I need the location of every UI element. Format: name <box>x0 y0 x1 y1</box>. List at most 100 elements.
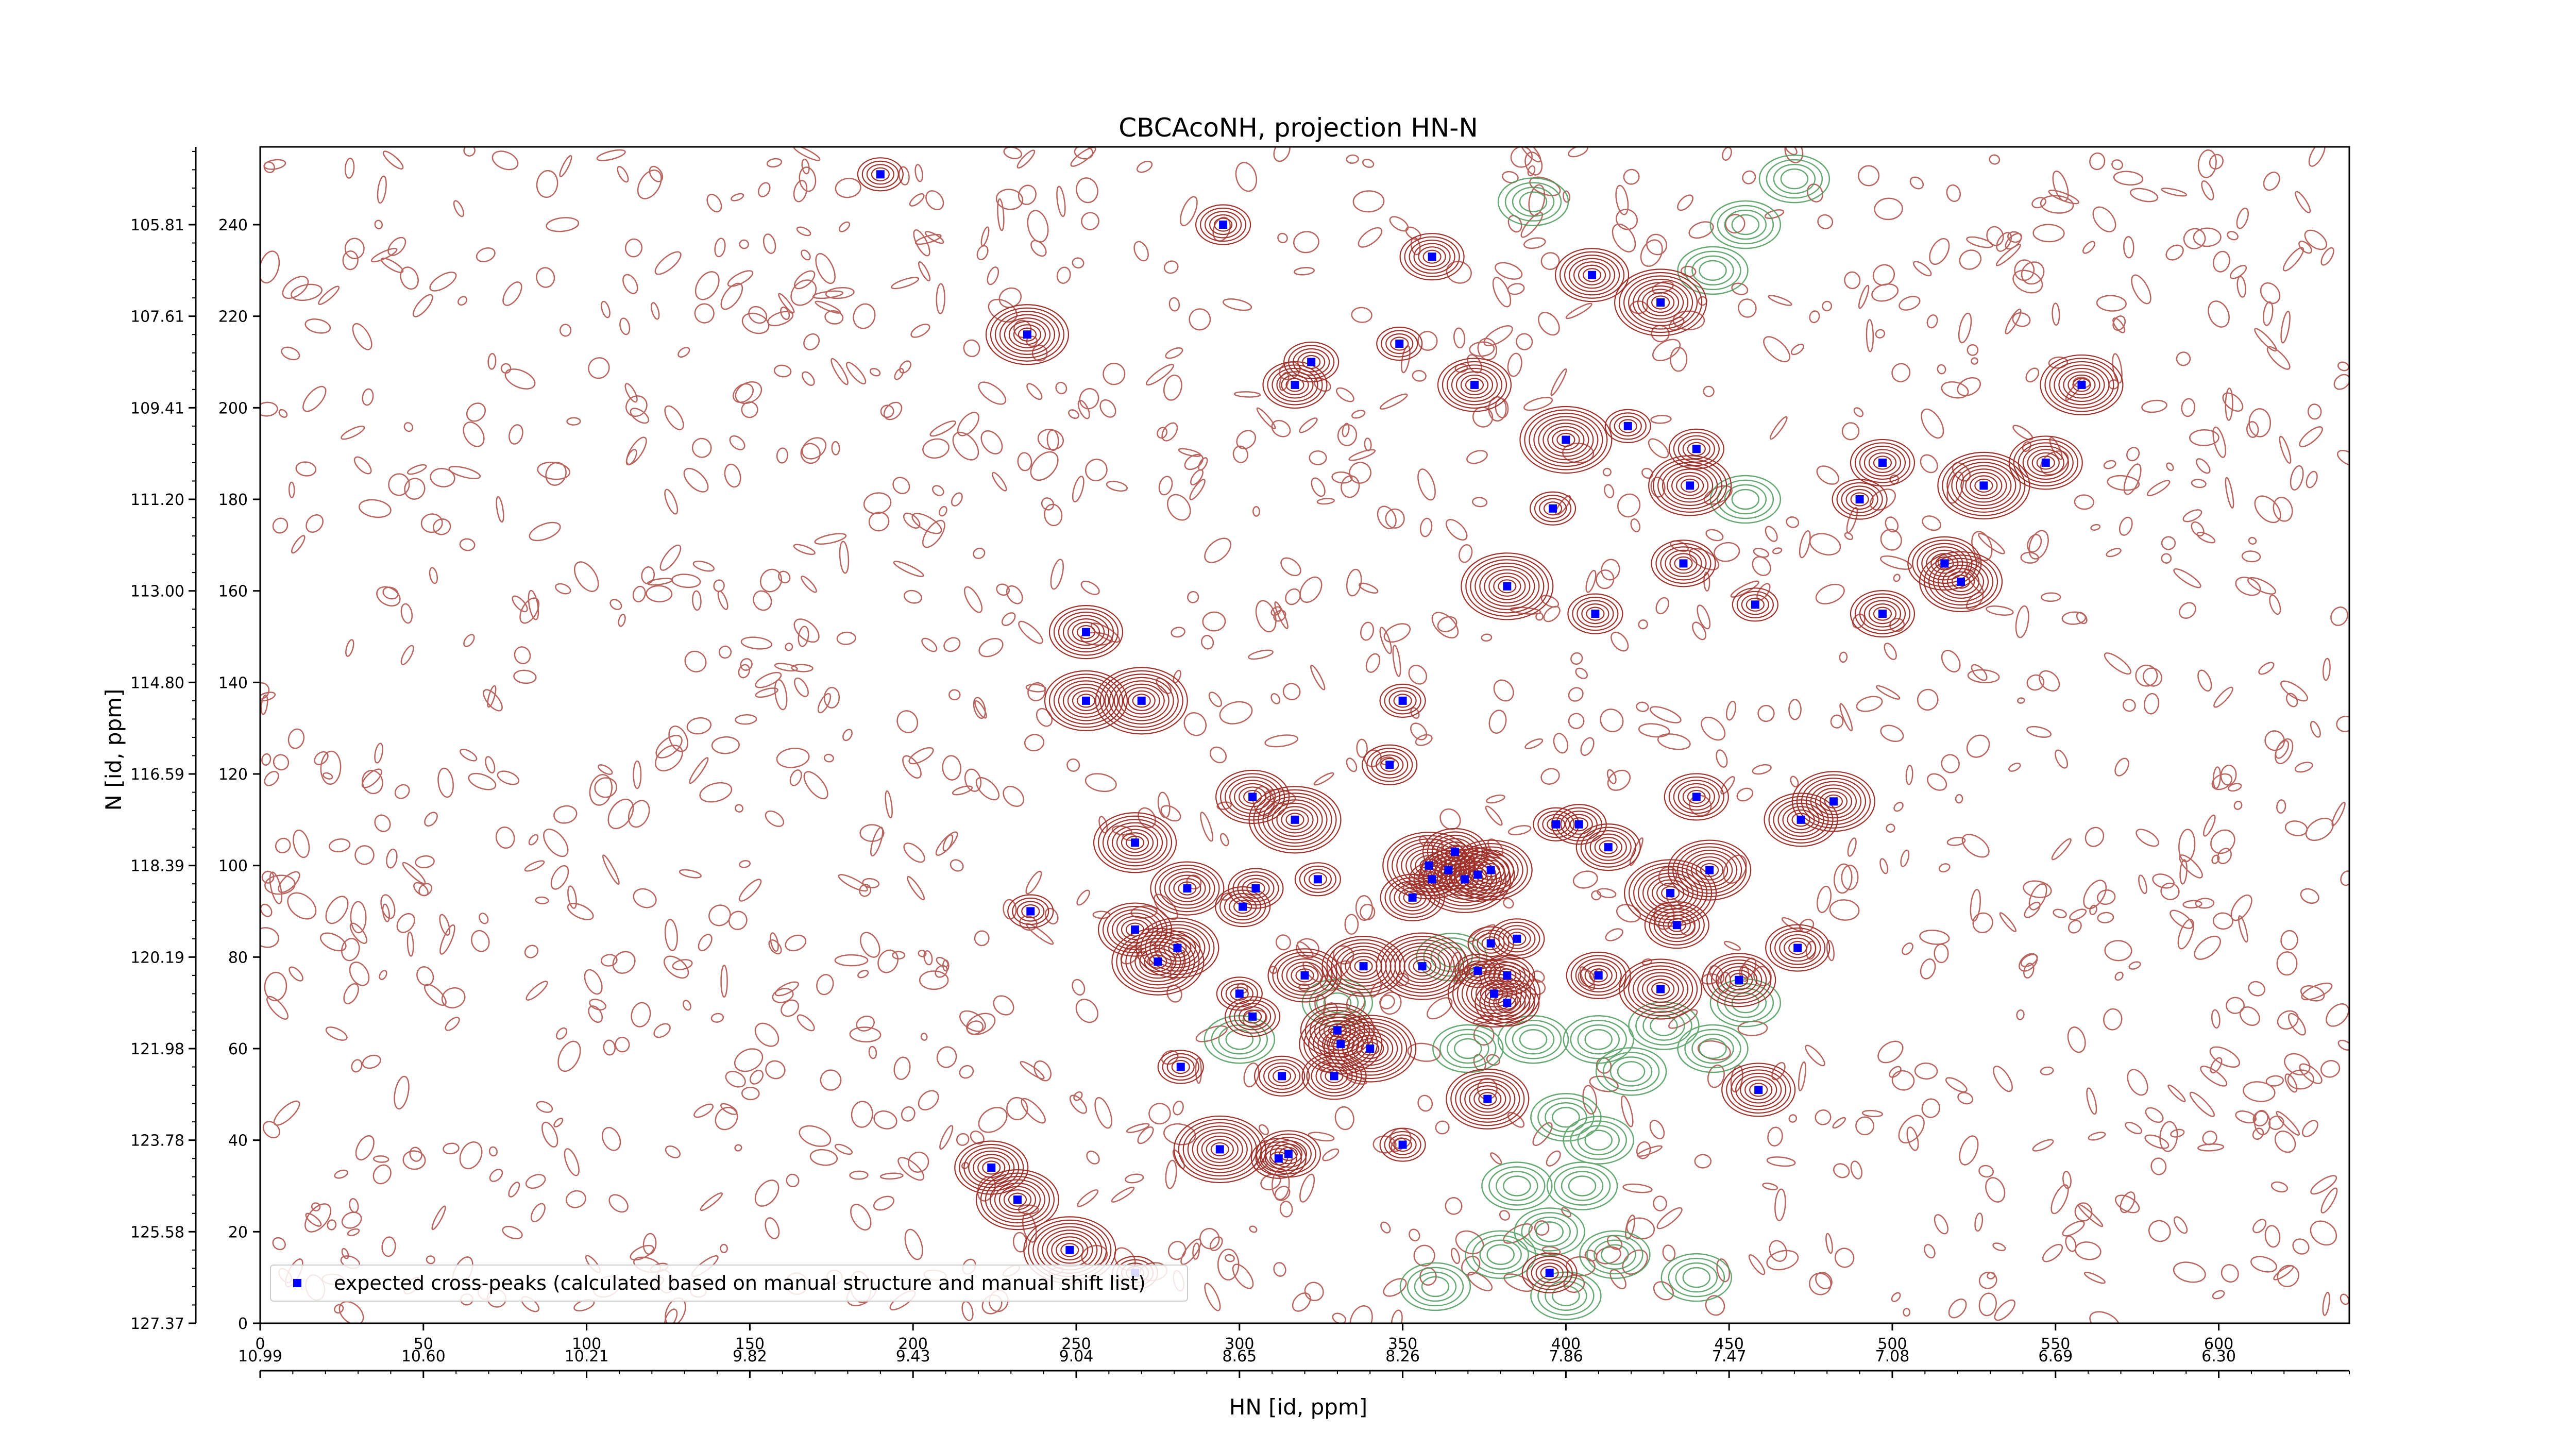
x-ppm-tick-label: 10.99 <box>238 1347 282 1366</box>
y-axis-index: 0 20 40 60 80 100 120 140 160 180 200 220 240 <box>218 216 260 1333</box>
y-index-tick-label: 80 <box>228 949 248 967</box>
cross-peak-point <box>1239 902 1247 911</box>
cross-peak-point <box>1408 893 1417 902</box>
cross-peak-point <box>1278 1072 1286 1081</box>
y-ppm-tick-label: 105.81 <box>130 216 184 234</box>
y-ppm-tick-label: 120.19 <box>130 949 184 967</box>
x-ppm-tick-label: 8.65 <box>1222 1347 1257 1366</box>
cross-peak-point <box>1173 943 1182 952</box>
cross-peak-point <box>1300 971 1309 980</box>
x-index-tick-label: 50 <box>414 1335 433 1353</box>
cross-peak-point <box>1336 1040 1345 1049</box>
y-axis-ppm: 127.37 125.58 123.78 121.98 120.19 118.39 116.… <box>130 147 197 1333</box>
cross-peak-point <box>1705 866 1714 874</box>
cross-peak-point <box>1588 271 1597 279</box>
cross-peak-point <box>1425 861 1433 870</box>
y-index-tick-label: 20 <box>228 1223 248 1241</box>
cross-peak-point <box>1131 838 1140 847</box>
y-index-tick-label: 100 <box>218 857 248 875</box>
contour-layer <box>260 147 2349 1323</box>
cross-peak-point <box>1023 330 1031 339</box>
cross-peak-point <box>1692 445 1701 453</box>
legend-label: expected cross-peaks (calculated based o… <box>334 1272 1146 1294</box>
x-axis-ppm: 10.99 10.60 10.21 9.82 9.43 9.04 8.65 8.26 7.86 7… <box>238 1347 2350 1378</box>
y-index-tick-label: 220 <box>218 308 248 326</box>
cross-peak-point <box>1656 985 1665 993</box>
cross-peak-point <box>1503 971 1512 980</box>
cross-peak-point <box>1359 962 1368 971</box>
x-index-tick-label: 550 <box>2041 1335 2070 1353</box>
x-ppm-tick-label: 10.21 <box>565 1347 609 1366</box>
cross-peak-point <box>1829 797 1838 806</box>
cross-peak-point <box>1672 921 1681 930</box>
cross-peak-point <box>1513 934 1521 943</box>
cross-peak-point <box>1366 1044 1375 1053</box>
x-ppm-tick-label: 9.43 <box>896 1347 930 1366</box>
cross-peak-point <box>1473 870 1482 879</box>
cross-peak-point <box>1154 957 1162 966</box>
y-index-tick-label: 160 <box>218 583 248 601</box>
cross-peak-point <box>1473 966 1482 975</box>
cross-peak-point <box>1679 559 1688 568</box>
x-ppm-tick-label: 7.86 <box>1549 1347 1583 1366</box>
x-ppm-tick-label: 7.47 <box>1712 1347 1747 1366</box>
y-index-tick-label: 240 <box>218 216 248 234</box>
x-index-tick-label: 300 <box>1225 1335 1254 1353</box>
cross-peak-point <box>1574 820 1583 829</box>
y-ppm-tick-label: 113.00 <box>130 583 184 601</box>
cross-peak-point <box>1081 628 1090 636</box>
x-index-tick-label: 450 <box>1715 1335 1744 1353</box>
cross-peak-point <box>1754 1085 1763 1094</box>
peak-contours <box>857 157 2124 1293</box>
cross-peak-point <box>987 1163 996 1172</box>
x-index-tick-label: 600 <box>2204 1335 2233 1353</box>
x-index-tick-label: 250 <box>1061 1335 1091 1353</box>
cross-peak-point <box>1552 820 1561 829</box>
cross-peak-point <box>1957 577 1965 586</box>
cross-peak-point <box>1313 875 1322 884</box>
x-ppm-tick-label: 10.60 <box>401 1347 446 1366</box>
cross-peak-point <box>1333 1026 1342 1035</box>
cross-peak-point <box>1594 971 1603 980</box>
cross-peak-point <box>1385 761 1394 769</box>
x-index-tick-label: 100 <box>572 1335 601 1353</box>
y-ppm-tick-label: 127.37 <box>130 1315 184 1333</box>
y-ppm-tick-label: 109.41 <box>130 399 184 417</box>
cross-peak-point <box>1251 884 1260 893</box>
x-ppm-tick-label: 8.26 <box>1385 1347 1420 1366</box>
y-ppm-tick-label: 114.80 <box>130 674 184 692</box>
cross-peak-point <box>1081 696 1090 705</box>
cross-peak-point <box>1395 339 1404 348</box>
y-index-tick-label: 40 <box>228 1132 248 1150</box>
cross-peak-point <box>1604 843 1613 852</box>
x-index-tick-label: 350 <box>1388 1335 1417 1353</box>
y-ppm-tick-label: 121.98 <box>130 1040 184 1058</box>
cross-peak-point <box>1330 1072 1338 1081</box>
cross-peak-point <box>1065 1245 1074 1254</box>
y-index-tick-label: 60 <box>228 1040 248 1058</box>
cross-peak-point <box>1307 358 1316 366</box>
cross-peak-markers <box>876 170 2086 1277</box>
cross-peak-point <box>1489 989 1498 998</box>
cross-peak-point <box>1235 989 1244 998</box>
y-ppm-tick-label: 123.78 <box>130 1132 184 1150</box>
cross-peak-point <box>1483 1094 1492 1103</box>
cross-peak-point <box>1591 610 1600 618</box>
cross-peak-point <box>1486 939 1495 948</box>
cross-peak-point <box>876 170 885 179</box>
cross-peak-point <box>1219 221 1228 229</box>
y-axis-label: N [id, ppm] <box>101 689 126 811</box>
cross-peak-point <box>1248 793 1257 801</box>
x-axis-index: 0 50 100 150 200 250 300 350 400 450 500 550 600 <box>255 1323 2233 1353</box>
cross-peak-point <box>1450 848 1459 856</box>
cross-peak-point <box>1878 458 1887 467</box>
legend-marker <box>293 1279 301 1287</box>
y-index-tick-label: 0 <box>238 1315 248 1333</box>
cross-peak-point <box>1398 1140 1407 1149</box>
cross-peak-point <box>1486 866 1495 874</box>
x-ppm-tick-label: 7.08 <box>1875 1347 1910 1366</box>
cross-peak-point <box>1562 435 1570 444</box>
x-ppm-tick-label: 6.69 <box>2038 1347 2073 1366</box>
